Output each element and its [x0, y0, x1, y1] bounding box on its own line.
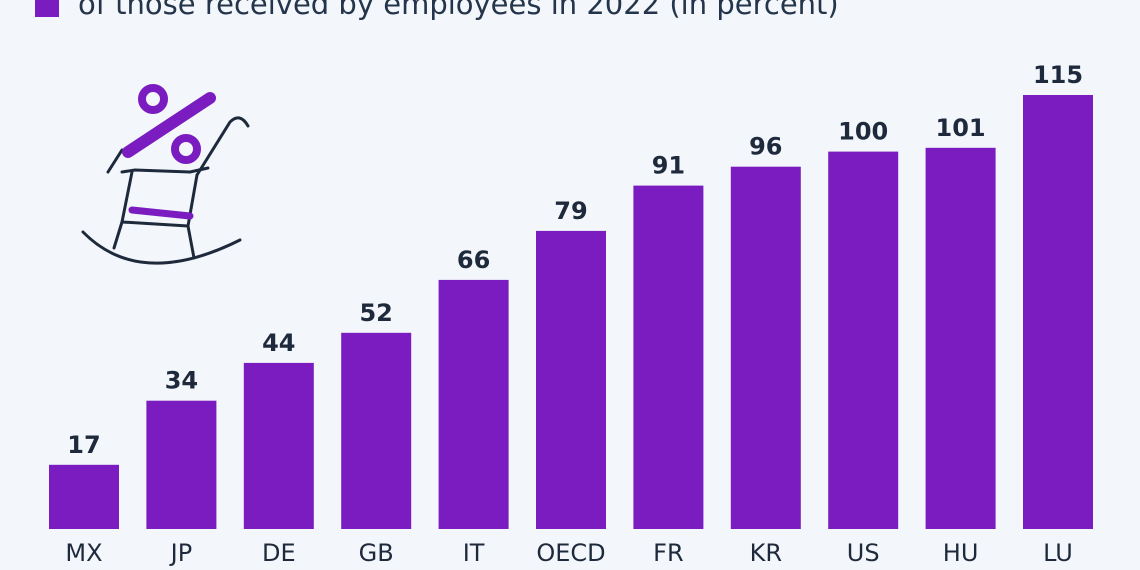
- category-label-hu: HU: [943, 539, 979, 567]
- value-label-oecd: 79: [554, 197, 587, 225]
- category-label-mx: MX: [65, 539, 102, 567]
- legend: of those received by employees in 2022 (…: [0, 0, 1140, 30]
- value-label-us: 100: [838, 118, 888, 146]
- bar-de: [243, 362, 314, 529]
- value-label-it: 66: [457, 246, 490, 274]
- bar-fr: [633, 185, 704, 529]
- value-label-hu: 101: [936, 114, 986, 142]
- legend-label: of those received by employees in 2022 (…: [78, 0, 839, 21]
- category-label-jp: JP: [169, 539, 193, 567]
- bars: 17 MX 34 JP 44 DE 52 GB 66 IT 79 OECD 91 FR 96 KR 100 US 1…: [49, 61, 1093, 567]
- bar-lu: [1023, 95, 1093, 529]
- category-label-oecd: OECD: [536, 539, 605, 567]
- category-label-gb: GB: [359, 539, 394, 567]
- bar-mx: [49, 464, 119, 529]
- rocking-chair-percent-icon: [81, 84, 250, 265]
- value-label-mx: 17: [67, 431, 100, 459]
- value-label-lu: 115: [1033, 61, 1083, 89]
- bar-us: [828, 151, 899, 529]
- value-label-fr: 91: [652, 152, 685, 180]
- bar-oecd: [536, 230, 606, 529]
- bar-jp: [146, 400, 217, 529]
- category-label-kr: KR: [750, 539, 782, 567]
- category-label-lu: LU: [1043, 539, 1073, 567]
- legend-swatch: [35, 0, 59, 17]
- category-label-it: IT: [463, 539, 485, 567]
- value-label-gb: 52: [359, 299, 392, 327]
- category-label-de: DE: [262, 539, 296, 567]
- value-label-de: 44: [262, 329, 295, 357]
- value-label-jp: 34: [165, 367, 198, 395]
- bar-kr: [730, 166, 801, 529]
- bar-it: [438, 279, 509, 529]
- category-label-us: US: [847, 539, 880, 567]
- category-label-fr: FR: [653, 539, 683, 567]
- bar-hu: [925, 147, 996, 530]
- value-label-kr: 96: [749, 133, 782, 161]
- bar-gb: [341, 332, 412, 529]
